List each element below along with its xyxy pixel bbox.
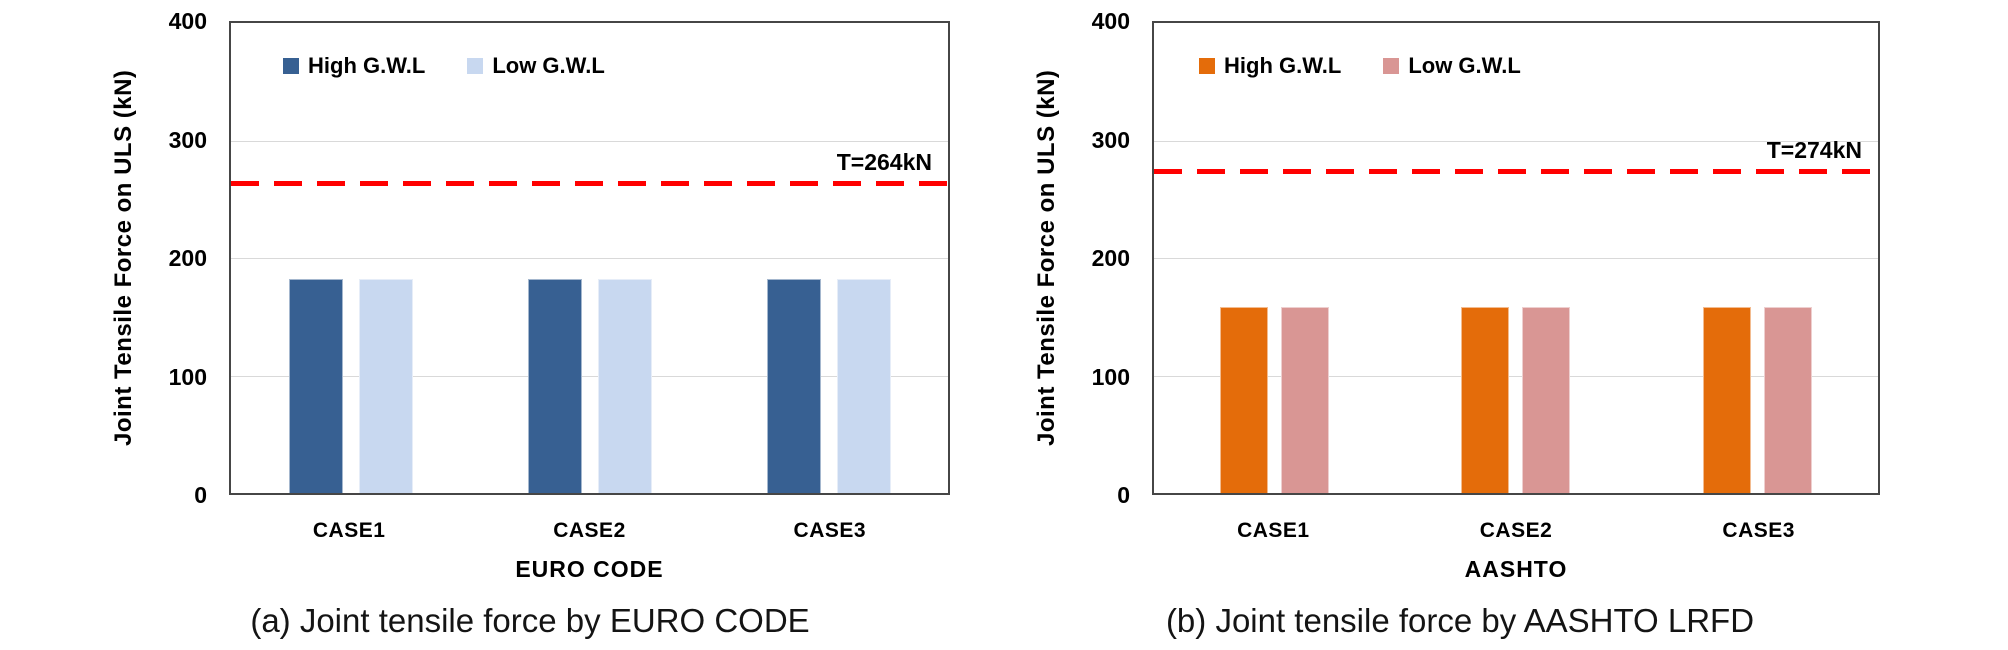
legend-swatch-icon [1383,58,1400,74]
panel-caption: (a) Joint tensile force by EURO CODE [250,602,810,639]
bar-group-case1 [1154,23,1395,493]
legend-label: High G.W.L [1224,53,1342,78]
bar-high-g-w-l [288,279,343,493]
bar-low-g-w-l [836,279,891,493]
legend-label: Low G.W.L [492,53,605,78]
y-tick-label: 100 [1091,363,1130,390]
legend-swatch-icon [283,58,299,74]
bar-low-g-w-l [1522,307,1571,493]
bar-low-g-w-l [358,279,413,493]
x-axis-title: AASHTO [1464,556,1568,582]
bar-high-g-w-l [1702,307,1751,493]
threshold-line [231,180,948,186]
y-axis-tick-labels: 0 100 200 300 400 [95,8,207,508]
threshold-label: T=274kN [1766,137,1862,164]
y-axis-tick-labels: 0 100 200 300 400 [1018,8,1130,508]
legend-label: High G.W.L [308,53,426,78]
bar-group-case2 [470,23,709,493]
gridline [231,140,948,142]
legend: High G.W.L Low G.W.L [1199,53,1521,79]
bar-low-g-w-l [1763,307,1812,493]
y-tick-label: 100 [168,363,207,390]
y-tick-label: 300 [1091,126,1130,153]
x-axis-title: EURO CODE [515,556,664,582]
gridline [231,258,948,259]
gridline [231,375,948,377]
bar-low-g-w-l [597,279,652,493]
plot-area: High G.W.L Low G.W.L T=264kN [229,21,950,495]
bar-low-g-w-l [1281,307,1330,493]
legend-swatch-icon [1199,58,1215,74]
x-category-label: CASE1 [1237,519,1310,542]
y-tick-label: 400 [168,8,207,34]
threshold-line [1154,169,1878,175]
gridline [1154,258,1878,259]
bar-high-g-w-l [1461,307,1510,493]
x-category-label: CASE3 [793,519,867,542]
legend-swatch-icon [467,58,484,74]
legend-label: Low G.W.L [1408,53,1521,78]
bar-group-case1 [231,23,470,493]
y-tick-label: 300 [168,126,207,153]
x-axis-category-labels: CASE1 CASE2 CASE3 [229,519,950,543]
bar-group-case3 [709,23,948,493]
plot-area: High G.W.L Low G.W.L T=274kN [1152,21,1880,495]
bar-group-case3 [1637,23,1878,493]
y-tick-label: 200 [1091,245,1130,271]
x-axis-category-labels: CASE1 CASE2 CASE3 [1152,519,1880,543]
legend-item: High G.W.L [283,53,425,79]
legend-item: High G.W.L [1199,53,1341,79]
legend-item: Low G.W.L [1383,53,1521,79]
x-category-label: CASE1 [312,519,386,542]
x-category-label: CASE3 [1722,519,1795,542]
bar-high-g-w-l [766,279,821,493]
y-tick-label: 0 [194,482,207,508]
threshold-label: T=264kN [836,148,932,175]
y-tick-label: 200 [168,245,207,271]
legend: High G.W.L Low G.W.L [283,53,605,79]
bar-high-g-w-l [527,279,582,493]
bar-high-g-w-l [1220,307,1269,493]
y-tick-label: 0 [1117,482,1130,508]
x-category-label: CASE2 [1479,519,1553,542]
y-tick-label: 400 [1091,8,1130,34]
gridline [1154,375,1878,377]
x-category-label: CASE2 [553,519,626,542]
bar-group-case2 [1395,23,1636,493]
legend-item: Low G.W.L [467,53,605,79]
gridline [1154,140,1878,142]
panel-caption: (b) Joint tensile force by AASHTO LRFD [1165,602,1755,639]
